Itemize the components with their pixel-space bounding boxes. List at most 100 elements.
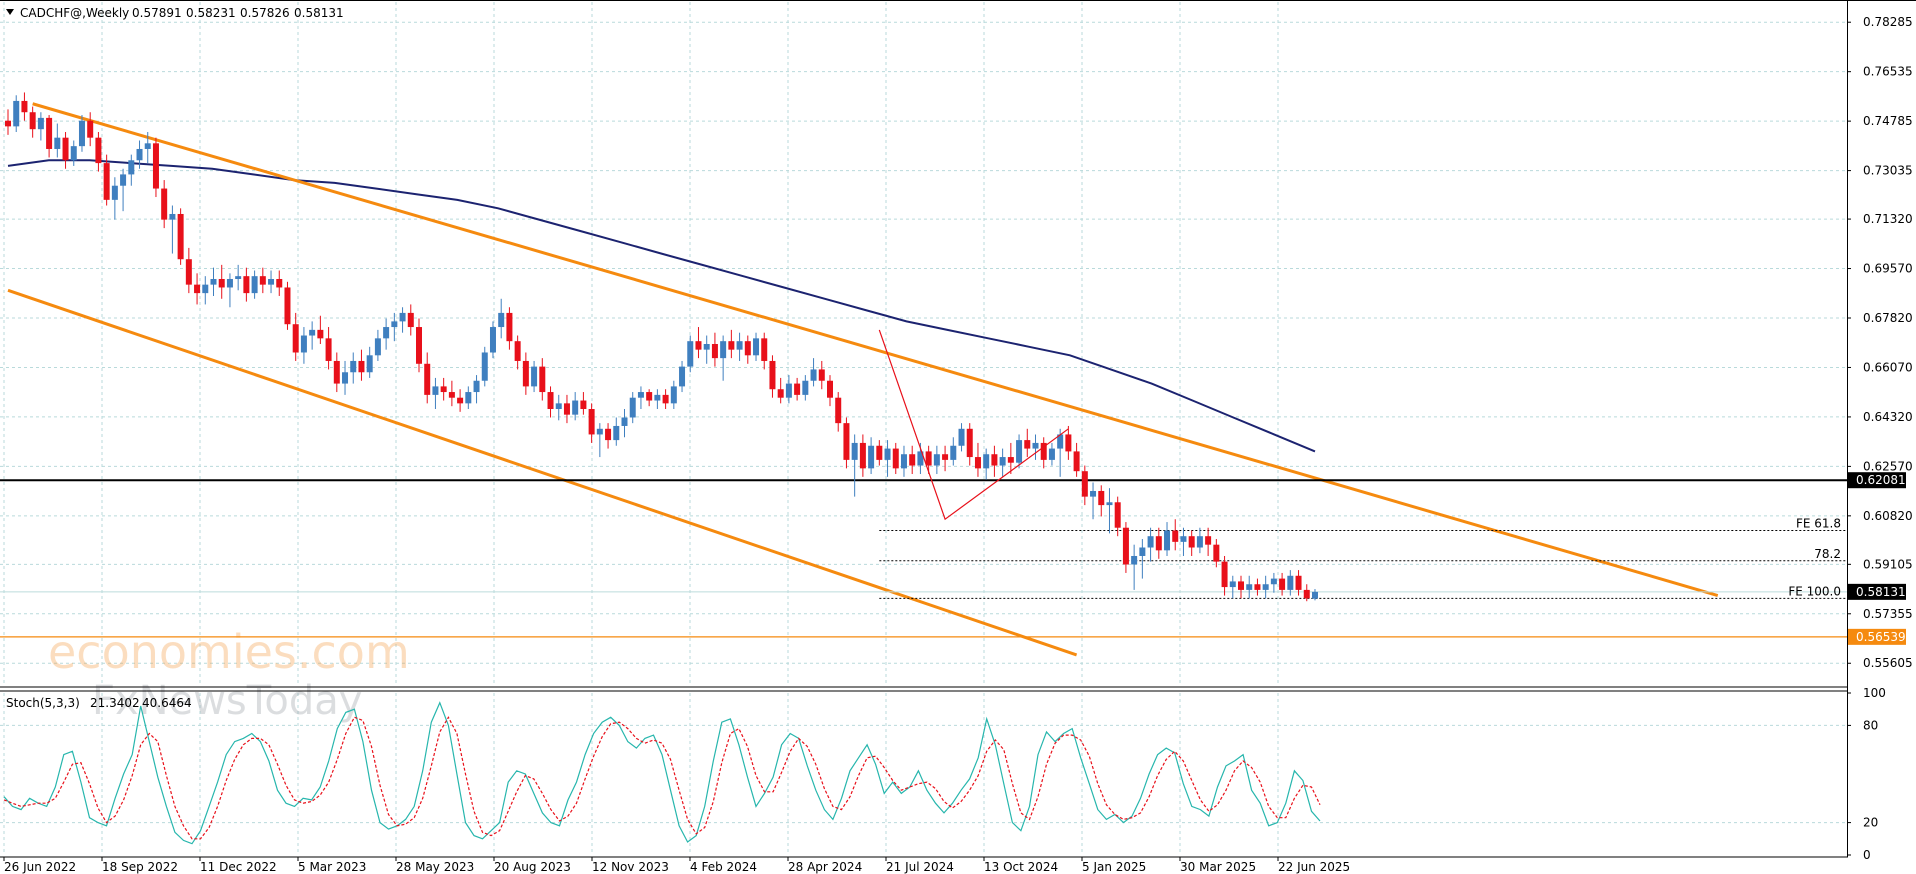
candle-body-145 bbox=[1196, 536, 1203, 548]
candle-body-148 bbox=[1221, 561, 1228, 588]
candle-body-69 bbox=[572, 400, 579, 415]
fibo-label-1: 78.2 bbox=[1814, 547, 1841, 561]
candle-body-55 bbox=[457, 397, 464, 404]
candle-body-90 bbox=[744, 341, 751, 356]
candle-body-115 bbox=[950, 445, 957, 460]
candle-body-114 bbox=[942, 454, 949, 460]
candle-body-85 bbox=[703, 344, 710, 350]
candle-body-64 bbox=[531, 366, 538, 387]
candle-body-21 bbox=[177, 213, 184, 260]
candle-body-93 bbox=[769, 360, 776, 390]
candle-body-40 bbox=[333, 360, 340, 384]
stoch-plot-area bbox=[3, 701, 1321, 845]
price-tick-label-8: 0.64320 bbox=[1863, 410, 1913, 424]
candle-body-92 bbox=[761, 338, 768, 361]
candle-body-107 bbox=[884, 448, 891, 460]
price-tag-2 bbox=[1848, 583, 1906, 600]
time-tick-label-13: 22 Jun 2025 bbox=[1278, 860, 1350, 874]
channel-lower-line bbox=[7, 288, 1078, 657]
candle-body-63 bbox=[522, 360, 529, 387]
stoch-main-value: 21.3402 bbox=[90, 696, 140, 710]
candle-body-99 bbox=[818, 369, 825, 381]
candle-body-122 bbox=[1007, 457, 1014, 463]
candle-body-70 bbox=[580, 400, 587, 410]
price-tick-label-7: 0.66070 bbox=[1863, 360, 1913, 374]
price-tag-label-2: 0.58131 bbox=[1856, 585, 1906, 599]
candle-body-7 bbox=[62, 137, 69, 161]
candle-body-67 bbox=[555, 403, 562, 410]
candle-body-136 bbox=[1122, 527, 1129, 565]
time-tick-label-10: 13 Oct 2024 bbox=[984, 860, 1058, 874]
time-tick-label-7: 4 Feb 2024 bbox=[690, 860, 757, 874]
stoch-tick-label-2: 20 bbox=[1863, 816, 1878, 830]
candle-body-9 bbox=[78, 120, 85, 147]
candle-body-60 bbox=[498, 312, 505, 328]
candle-body-95 bbox=[785, 383, 792, 398]
candle-body-120 bbox=[991, 454, 998, 466]
candle-body-12 bbox=[103, 163, 110, 200]
candle-body-19 bbox=[161, 188, 168, 220]
time-tick-label-9: 21 Jul 2024 bbox=[886, 860, 954, 874]
candle-body-46 bbox=[383, 327, 390, 339]
candle-body-96 bbox=[794, 383, 801, 395]
candle-body-16 bbox=[136, 148, 143, 161]
time-tick-label-11: 5 Jan 2025 bbox=[1082, 860, 1146, 874]
time-tick-label-0: 26 Jun 2022 bbox=[4, 860, 76, 874]
high-value: 0.58231 bbox=[186, 6, 236, 20]
candle-body-134 bbox=[1106, 502, 1113, 506]
candle-body-98 bbox=[810, 369, 817, 381]
candle-body-52 bbox=[432, 386, 439, 395]
main-plot-area: FE 61.8 78.2 FE 100.0 bbox=[0, 92, 1847, 657]
candle-body-155 bbox=[1279, 578, 1286, 590]
candle-body-100 bbox=[827, 380, 833, 398]
stoch-tick-label-3: 0 bbox=[1863, 848, 1871, 862]
candle-body-42 bbox=[350, 360, 357, 373]
candle-body-124 bbox=[1024, 440, 1031, 449]
candle-body-132 bbox=[1090, 490, 1097, 497]
candle-body-0 bbox=[5, 120, 11, 127]
fibo-label-0: FE 61.8 bbox=[1796, 517, 1841, 531]
candle-body-56 bbox=[465, 392, 472, 404]
open-value: 0.57891 bbox=[132, 6, 182, 20]
candle-body-29 bbox=[243, 276, 250, 294]
price-tick-label-9: 0.62570 bbox=[1863, 459, 1913, 473]
candle-body-39 bbox=[325, 338, 332, 361]
time-tick-label-1: 18 Sep 2022 bbox=[102, 860, 178, 874]
candle-body-137 bbox=[1131, 555, 1138, 565]
candle-body-58 bbox=[481, 352, 488, 381]
candle-body-77 bbox=[637, 392, 644, 398]
candle-body-101 bbox=[835, 397, 842, 424]
candle-body-8 bbox=[70, 146, 77, 161]
symbol-label: CADCHF@,Weekly bbox=[20, 6, 129, 20]
main-grid bbox=[0, 2, 1847, 686]
price-tag-0 bbox=[1848, 472, 1906, 489]
candle-body-158 bbox=[1303, 589, 1310, 599]
candle-body-28 bbox=[235, 276, 242, 279]
candle-body-68 bbox=[563, 403, 570, 415]
candle-body-74 bbox=[613, 425, 620, 441]
price-tag-label-0: 0.62081 bbox=[1856, 473, 1906, 487]
candle-body-97 bbox=[802, 380, 809, 395]
candle-body-62 bbox=[514, 341, 521, 361]
candle-body-76 bbox=[629, 397, 636, 418]
candle-body-45 bbox=[374, 338, 381, 356]
candle-body-147 bbox=[1213, 544, 1220, 562]
candle-body-44 bbox=[366, 355, 373, 373]
price-tick-label-0: 0.78285 bbox=[1863, 15, 1913, 29]
candle-body-108 bbox=[892, 448, 899, 469]
stoch-tick-label-1: 80 bbox=[1863, 718, 1878, 732]
watermark-line2: FxNewsToday bbox=[92, 678, 362, 724]
stoch-axis: 100 80 20 0 bbox=[1847, 686, 1886, 862]
candle-body-140 bbox=[1155, 536, 1162, 551]
price-axis: 0.78285 0.76535 0.74785 0.73035 0.71320 0.695… bbox=[1847, 15, 1913, 670]
dropdown-triangle-icon[interactable] bbox=[6, 9, 14, 15]
candle-body-47 bbox=[391, 321, 398, 328]
candle-body-13 bbox=[111, 185, 118, 200]
candle-body-133 bbox=[1098, 490, 1105, 506]
candle-body-156 bbox=[1287, 575, 1294, 590]
candle-body-94 bbox=[777, 389, 784, 398]
candle-body-159 bbox=[1311, 591, 1318, 599]
time-tick-label-6: 12 Nov 2023 bbox=[592, 860, 669, 874]
candle-body-59 bbox=[489, 327, 496, 353]
